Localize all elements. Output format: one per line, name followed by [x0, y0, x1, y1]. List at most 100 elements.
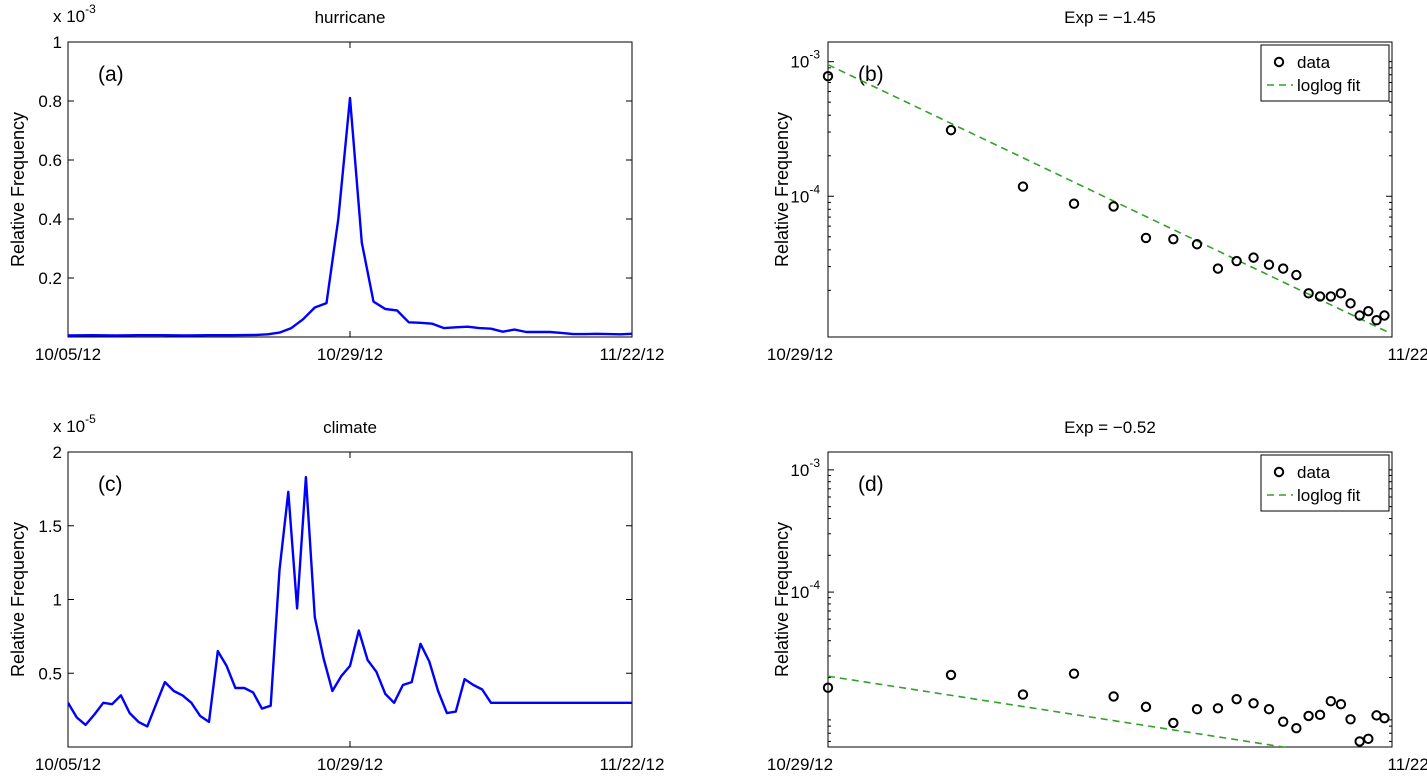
legend-box: [1260, 454, 1390, 512]
data-point: [1354, 310, 1365, 321]
data-point: [1108, 691, 1119, 702]
data-point: [1291, 269, 1302, 281]
data-point: [1335, 288, 1347, 299]
data-point: [1363, 733, 1374, 745]
panel-d-loglog-climate: 10-4 10-3 10/29/12 11/22/12 Exp = −0.52 Relat…: [767, 418, 1427, 774]
x-tick-label: 10/29/12: [317, 345, 383, 364]
x-tick-label: 11/22/12: [600, 345, 665, 364]
data-point: [1231, 693, 1242, 705]
y-multiplier: x 10-5: [53, 412, 96, 436]
fit-line: [828, 63, 1392, 335]
legend-label-fit: loglog fit: [1297, 76, 1361, 95]
data-point: [1140, 232, 1152, 244]
data-point: [1303, 288, 1314, 299]
y-multiplier: x 10-3: [53, 2, 96, 26]
data-point: [1263, 259, 1275, 270]
data-point: [1354, 736, 1365, 747]
y-axis-label: Relative Frequency: [8, 112, 28, 267]
data-point: [1325, 291, 1337, 302]
series-line: [68, 96, 632, 337]
y-tick-label: 0.4: [38, 210, 62, 229]
data-point: [1168, 717, 1179, 729]
data-point: [1335, 698, 1347, 710]
axes-box: [827, 451, 1393, 748]
panel-label: (a): [98, 63, 124, 86]
data-point: [1212, 703, 1224, 714]
data-point: [1212, 263, 1224, 274]
y-tick-label: 10-3: [790, 456, 820, 480]
data-point: [1291, 722, 1302, 734]
data-point: [1017, 181, 1029, 192]
data-point: [1363, 305, 1374, 317]
panel-a-hurricane: 0.2 0.4 0.6 0.8 1 10/05/12 10/29/12 11/22/12 hur…: [8, 2, 664, 364]
data-point: [1345, 714, 1356, 725]
panel-label: (c): [98, 473, 123, 496]
y-axis-label: Relative Frequency: [772, 522, 792, 677]
y-tick-label: 0.2: [38, 269, 62, 288]
x-tick-label: 11/22/12: [1388, 345, 1427, 364]
x-tick-label: 10/29/12: [767, 345, 833, 364]
series-line: [68, 475, 632, 728]
y-tick-label: 10-4: [790, 182, 820, 206]
data-point: [1325, 695, 1337, 707]
data-point: [1068, 668, 1080, 679]
axes-box: [67, 41, 633, 338]
y-tick-label: 0.8: [38, 92, 62, 111]
data-point: [1303, 710, 1314, 722]
x-tick-label: 11/22/12: [600, 755, 665, 774]
data-point: [1248, 252, 1259, 263]
legend-label-data: data: [1297, 53, 1331, 72]
data-point: [1191, 239, 1203, 250]
legend-box: [1260, 44, 1390, 102]
data-point: [1108, 201, 1119, 212]
data-point: [1345, 298, 1356, 309]
y-tick-label: 1: [53, 591, 62, 610]
x-tick-label: 11/22/12: [1388, 755, 1427, 774]
y-tick-label: 0.5: [38, 664, 62, 683]
data-point: [1231, 255, 1242, 267]
data-point: [1314, 291, 1326, 302]
data-point: [1017, 689, 1029, 700]
data-point: [1379, 310, 1390, 321]
data-point: [822, 70, 834, 82]
x-tick-label: 10/05/12: [35, 345, 101, 364]
legend-label-data: data: [1297, 463, 1331, 482]
data-point: [1140, 701, 1152, 713]
legend-label-fit: loglog fit: [1297, 486, 1361, 505]
legend-marker-data: [1273, 466, 1285, 478]
y-axis-label: Relative Frequency: [8, 522, 28, 677]
data-point: [1277, 716, 1289, 727]
data-point: [822, 682, 834, 693]
y-tick-label: 0.6: [38, 151, 62, 170]
data-point: [1168, 233, 1179, 245]
y-tick-label: 10-4: [790, 578, 820, 602]
data-point: [1248, 698, 1259, 709]
chart-title: hurricane: [315, 8, 386, 27]
x-tick-label: 10/29/12: [767, 755, 833, 774]
data-point: [1277, 263, 1289, 274]
data-point: [1263, 704, 1275, 715]
chart-title: Exp = −1.45: [1064, 8, 1156, 27]
data-point: [1371, 314, 1382, 326]
x-tick-label: 10/29/12: [317, 755, 383, 774]
data-point: [945, 669, 957, 681]
y-tick-label: 10-3: [790, 48, 820, 72]
data-point: [945, 124, 957, 136]
panel-label: (d): [858, 473, 884, 496]
data-point: [1314, 709, 1326, 721]
y-tick-label: 1.5: [38, 517, 62, 536]
y-tick-label: 2: [53, 443, 62, 462]
y-tick-label: 1: [53, 33, 62, 52]
axes-box: [827, 41, 1393, 338]
data-point: [1379, 712, 1390, 724]
panel-label: (b): [858, 63, 884, 86]
panel-c-climate: 0.5 1 1.5 2 10/05/12 10/29/12 11/22/12 climate R…: [8, 412, 664, 774]
chart-title: Exp = −0.52: [1064, 418, 1156, 437]
panel-b-loglog-hurricane: 10-4 10-3 10/29/12 11/22/12 Exp = −1.45 Relat…: [767, 8, 1427, 364]
y-axis-label: Relative Frequency: [772, 112, 792, 267]
legend-marker-data: [1273, 56, 1285, 68]
data-point: [1068, 198, 1080, 209]
data-point: [1191, 704, 1203, 715]
chart-title: climate: [323, 418, 377, 437]
